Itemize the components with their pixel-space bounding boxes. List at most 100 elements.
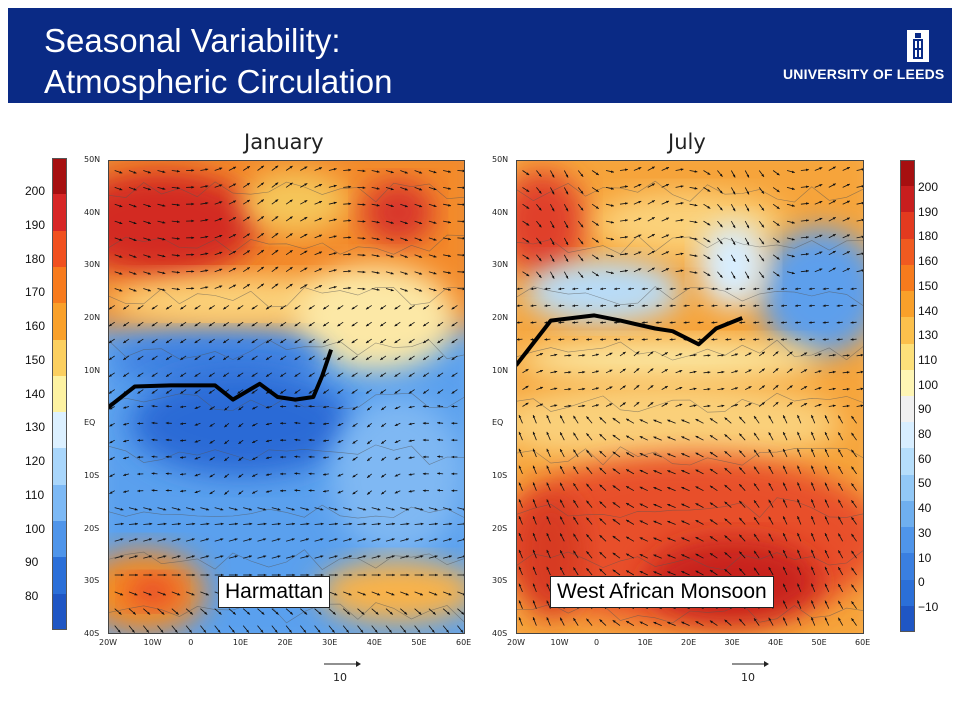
july-wind-vector-head [599, 501, 603, 505]
july-wind-vector-head [681, 436, 685, 439]
july-wind-vector-head [860, 353, 864, 357]
january-wind-vector-head [180, 391, 184, 394]
july-wind-vector-head [795, 338, 798, 341]
july-wind-vector-head [625, 235, 628, 239]
january-wind-vector-head [366, 340, 369, 343]
july-wind-vector-head [739, 450, 742, 454]
july-wind-vector-head [732, 191, 736, 195]
july-wind-vector-head [804, 369, 808, 372]
july-wind-vector-head [846, 184, 850, 187]
july-wind-vector-head [776, 189, 780, 193]
january-wind-vector-head [366, 323, 369, 327]
title-line-1: Seasonal Variability: [44, 22, 341, 59]
july-wind-vector-head [725, 304, 729, 307]
january-wind-vector-head [234, 555, 238, 558]
january-wind-vector-head [437, 472, 440, 475]
january-wind-vector-head [394, 306, 398, 310]
july-wind-vector-head [825, 499, 828, 503]
january-wind-vector-head [408, 405, 412, 409]
july-colorbar-segment [900, 186, 915, 213]
january-wind-vector-head [266, 323, 269, 327]
january-wind-vector-head [120, 555, 124, 558]
january-wind-vector-head [118, 611, 122, 615]
july-wind-vector-head [838, 432, 841, 436]
july-wind-vector-head [825, 583, 828, 587]
january-wind-vector-head [278, 573, 281, 577]
july-wind-vector-head [612, 569, 616, 573]
january-wind-vector-head [394, 340, 398, 343]
january-wind-vector-head [306, 522, 310, 526]
july-wind-vector-head [638, 167, 642, 170]
january-wind-vector-head [422, 489, 426, 492]
july-wind-vector-head [781, 338, 784, 341]
january-contour [108, 234, 465, 255]
july-wind-vector-head [518, 448, 522, 452]
january-wind-vector-head [334, 538, 338, 541]
july-wind-vector-head [806, 202, 809, 205]
july-colorbar-segment [900, 527, 915, 554]
january-colorbar-label: 150 [25, 352, 46, 367]
july-wind-vector-head [680, 269, 684, 272]
january-wind-vector-head [304, 250, 308, 254]
january-wind-vector-head [123, 357, 127, 360]
january-field-patch [331, 397, 465, 555]
july-wind-vector-head [625, 269, 628, 273]
july-wind-vector-head [599, 552, 603, 555]
january-wind-vector-head [275, 611, 279, 615]
january-wind-vector-head [433, 271, 437, 275]
january-wind-vector-head [220, 538, 224, 541]
january-wind-vector-head [265, 473, 269, 476]
july-wind-vector-head [836, 338, 840, 341]
january-wind-vector-head [376, 170, 380, 173]
july-wind-vector-head [573, 516, 576, 520]
january-y-tick-label: 20S [84, 523, 100, 533]
header-banner: Seasonal Variability: Atmospheric Circul… [8, 8, 952, 103]
january-x-tick-label: 0 [188, 638, 194, 647]
july-wind-vector-head [797, 482, 800, 486]
january-wind-vector-head [204, 611, 208, 615]
january-wind-vector-head [237, 340, 241, 343]
january-wind-vector-head [163, 555, 167, 558]
july-wind-vector-head [681, 503, 685, 507]
july-wind-vector-head [709, 502, 713, 506]
july-wind-vector-head [694, 237, 698, 241]
january-wind-vector-head [147, 272, 151, 275]
january-wind-vector-head [323, 405, 326, 409]
january-wind-vector-head [366, 391, 369, 394]
january-wind-vector-head [223, 306, 227, 310]
january-wind-vector-head [451, 438, 455, 442]
january-wind-vector-head [251, 323, 255, 327]
january-colorbar-segment [52, 484, 67, 522]
january-wind-vector-head [323, 490, 326, 493]
july-wind-vector-head [609, 369, 613, 373]
july-wind-vector-head [573, 466, 576, 470]
july-wind-vector-head [746, 242, 749, 245]
july-wind-vector-head [797, 549, 800, 553]
january-wind-vector-head [437, 438, 440, 442]
july-wind-vector-head [612, 536, 616, 539]
july-wind-vector-head [626, 486, 630, 489]
january-wind-vector-head [348, 253, 352, 256]
january-wind-vector-head [223, 323, 227, 327]
january-wind-vector-head [462, 270, 465, 274]
january-wind-vector-head [162, 288, 166, 291]
january-wind-vector-head [123, 456, 127, 460]
january-colorbar-label: 200 [25, 184, 46, 198]
january-colorbar-segment [52, 557, 67, 595]
january-wind-vector-head [180, 357, 184, 360]
january-wind-vector-head [433, 221, 437, 224]
january-wind-vector-head [351, 357, 355, 360]
july-wind-vector-head [679, 353, 683, 356]
january-wind-vector-head [147, 204, 151, 208]
july-wind-vector-head [724, 417, 728, 421]
january-wind-vector-head [362, 592, 366, 596]
july-wind-vector-head [804, 352, 808, 355]
january-wind-vector-head [437, 391, 441, 394]
january-wind-vector-head [304, 284, 308, 287]
july-wind-vector-head [748, 386, 752, 389]
january-wind-vector-head [191, 169, 195, 172]
july-wind-vector-head [680, 235, 684, 239]
july-wind-vector-head [650, 402, 654, 405]
july-wind-vector-head [599, 450, 603, 454]
july-wind-vector-head [612, 451, 616, 455]
